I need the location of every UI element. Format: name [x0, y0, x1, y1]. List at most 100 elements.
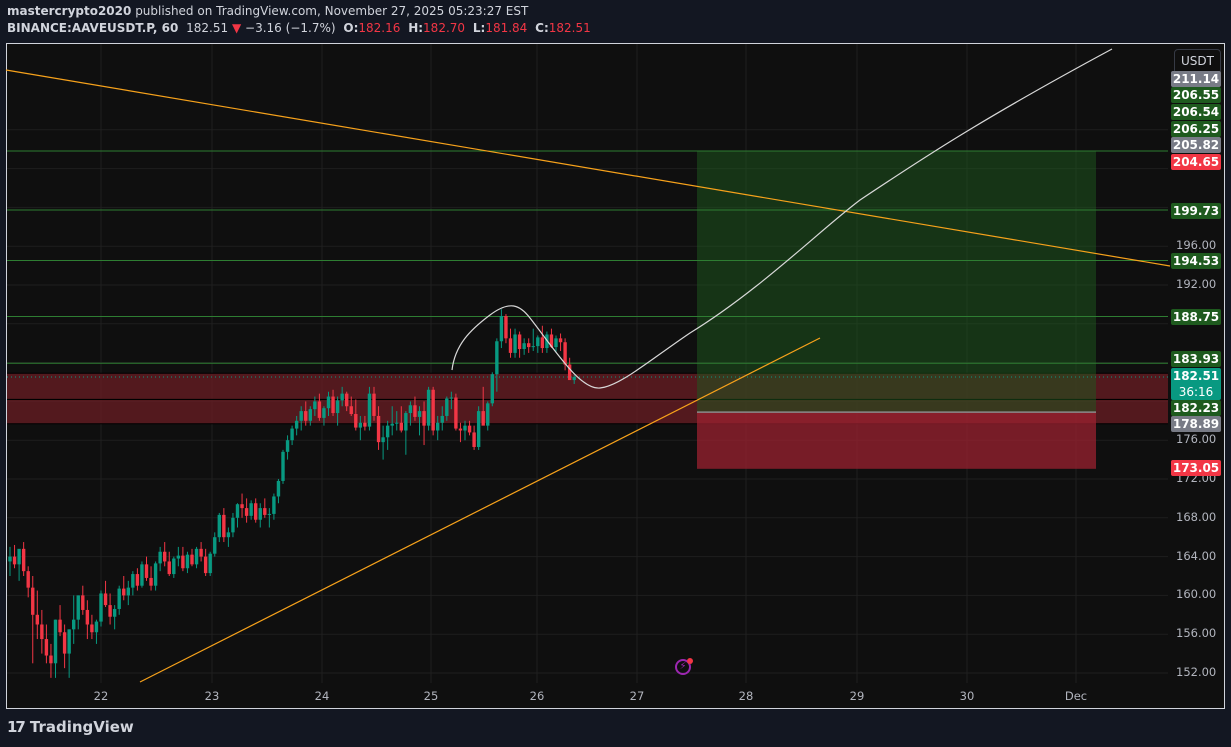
- candle-body: [244, 508, 249, 516]
- candle-body: [499, 316, 504, 342]
- price-tick: 156.00: [1176, 626, 1217, 641]
- candle-body: [167, 561, 171, 575]
- candle-body: [103, 593, 108, 606]
- price-label-green: 183.93: [1171, 351, 1221, 367]
- candle-body: [176, 555, 181, 559]
- candle-body: [53, 619, 58, 664]
- candle-body: [112, 608, 117, 617]
- candle-body: [381, 437, 385, 443]
- candle-body: [172, 558, 176, 575]
- candle-body: [436, 422, 440, 431]
- candle-body: [449, 397, 454, 399]
- chart-header: mastercrypto2020 published on TradingVie…: [7, 3, 591, 37]
- candle-body: [194, 548, 199, 565]
- candle-body: [567, 364, 572, 381]
- candle-body: [408, 405, 413, 414]
- candle-body: [231, 517, 235, 533]
- time-tick: 27: [629, 689, 645, 703]
- candle-body: [85, 609, 90, 625]
- candle-body: [199, 548, 203, 557]
- candle-body: [208, 553, 212, 574]
- candle-body: [153, 563, 158, 586]
- candle-body: [72, 619, 76, 630]
- candle-body: [349, 406, 353, 415]
- candle-body: [326, 396, 331, 409]
- price-tick: 152.00: [1176, 665, 1217, 679]
- candle-body: [8, 556, 12, 562]
- candle-body: [399, 422, 403, 431]
- price-tick: 196.00: [1176, 238, 1217, 253]
- candle-body: [527, 343, 531, 348]
- candle-body: [222, 514, 226, 538]
- time-tick: 23: [204, 689, 220, 703]
- candle-body: [549, 334, 554, 348]
- time-tick: Dec: [1064, 689, 1088, 703]
- candle-body: [331, 396, 335, 414]
- close-value: 182.51: [548, 21, 591, 35]
- projection-curve: [451, 48, 1113, 389]
- price-tick: 168.00: [1176, 509, 1217, 524]
- alert-lightning-icon[interactable]: ⚡: [675, 658, 693, 675]
- trendline-ascending-support: [139, 337, 821, 683]
- author-name[interactable]: mastercrypto2020: [7, 4, 132, 18]
- candle-body: [299, 411, 303, 421]
- candle-body: [217, 514, 221, 538]
- candle-body: [354, 414, 358, 428]
- candle-body: [99, 593, 103, 622]
- candle-body: [376, 415, 381, 443]
- high-label: H:: [408, 21, 424, 35]
- candle-body: [240, 504, 244, 509]
- candle-body: [317, 401, 322, 418]
- stop-zone: [697, 412, 1096, 469]
- candle-body: [554, 338, 558, 348]
- candle-body: [385, 425, 390, 438]
- price-tick: 160.00: [1176, 587, 1217, 602]
- open-value: 182.16: [358, 21, 401, 35]
- price-change: −3.16 (−1.7%): [245, 21, 336, 35]
- candle-body: [345, 393, 349, 407]
- published-text: published on TradingView.com, November 2…: [135, 4, 529, 18]
- candle-body: [140, 564, 144, 586]
- last-price: 182.51: [186, 21, 229, 35]
- candle-body: [395, 422, 399, 424]
- price-label-green: 199.73: [1171, 203, 1221, 219]
- price-label-gray: 211.14: [1171, 71, 1221, 87]
- candle-body: [467, 425, 472, 433]
- candle-body: [290, 428, 294, 441]
- price-label-green: 182.23: [1171, 400, 1221, 416]
- candle-body: [117, 588, 121, 609]
- candle-body: [213, 537, 217, 554]
- time-tick: 24: [314, 689, 330, 703]
- price-label-gray: 178.89: [1171, 416, 1221, 432]
- candle-body: [108, 605, 112, 617]
- candle-body: [158, 551, 162, 564]
- candle-body: [144, 564, 149, 578]
- candle-body: [422, 411, 426, 426]
- candle-body: [181, 555, 185, 569]
- candle-body: [267, 513, 272, 515]
- candle-body: [67, 629, 71, 654]
- price-label-green: 194.53: [1171, 253, 1221, 269]
- candle-body: [35, 614, 39, 625]
- candle-body: [135, 574, 140, 586]
- candle-body: [304, 411, 308, 421]
- trendline-descending-resistance: [5, 69, 1171, 267]
- tradingview-footer: 17 TradingView: [7, 718, 134, 736]
- down-arrow-icon: ▼: [231, 21, 242, 35]
- candle-body: [285, 440, 290, 452]
- candle-body: [294, 420, 299, 429]
- candle-body: [58, 619, 62, 633]
- candle-body: [76, 595, 80, 620]
- candle-body: [163, 551, 167, 562]
- candle-body: [131, 574, 135, 588]
- candle-body: [313, 401, 317, 410]
- candle-body: [463, 425, 467, 431]
- price-label-red: 204.65: [1171, 154, 1221, 170]
- candle-body: [44, 639, 49, 656]
- candle-body: [185, 554, 190, 569]
- candle-body: [322, 408, 326, 418]
- tradingview-logo-icon: 17: [7, 718, 26, 736]
- open-label: O:: [343, 21, 359, 35]
- candle-body: [481, 411, 485, 426]
